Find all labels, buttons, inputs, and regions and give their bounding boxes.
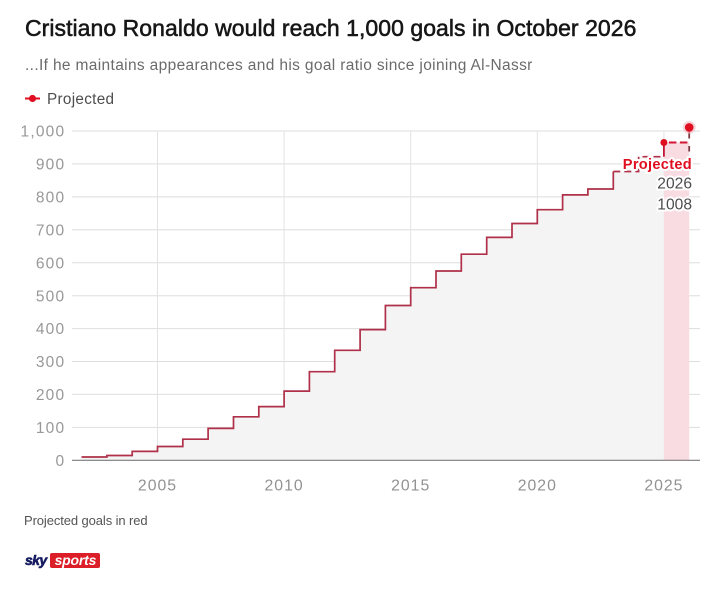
svg-text:100: 100 [36,420,65,437]
svg-text:0: 0 [55,453,65,470]
svg-text:200: 200 [36,387,65,404]
svg-text:2025: 2025 [644,477,683,494]
svg-text:Projected: Projected [623,157,692,173]
svg-text:1,000: 1,000 [21,124,66,141]
svg-text:2020: 2020 [518,477,557,494]
svg-text:500: 500 [36,288,65,305]
svg-text:2010: 2010 [265,477,304,494]
svg-text:400: 400 [36,321,65,338]
svg-text:700: 700 [36,222,65,239]
svg-text:600: 600 [36,255,65,272]
svg-text:800: 800 [36,190,65,207]
svg-text:300: 300 [36,354,65,371]
svg-text:2005: 2005 [138,477,177,494]
svg-text:900: 900 [36,157,65,174]
svg-text:2015: 2015 [391,477,430,494]
svg-text:Projected: Projected [47,91,114,108]
svg-text:2026: 2026 [657,176,692,193]
svg-text:1008: 1008 [657,197,692,214]
